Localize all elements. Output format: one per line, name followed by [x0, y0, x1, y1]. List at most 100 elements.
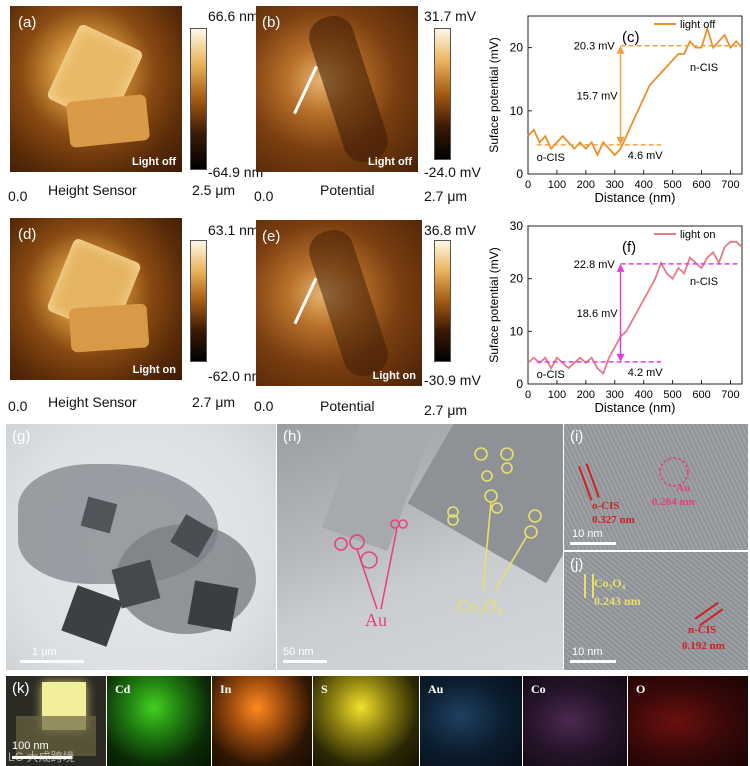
line-profile-marker: [293, 277, 318, 325]
plot-frame: [527, 225, 743, 385]
line-profile-marker: [293, 65, 318, 115]
scale-bar-label: 50 nm: [283, 646, 314, 658]
series-line: [527, 25, 743, 158]
top-level-label: 20.3 mV: [574, 41, 616, 53]
light-off-tag: Light off: [368, 156, 412, 168]
axis-end: 2.7 μm: [424, 188, 468, 204]
delta-label: 15.7 mV: [577, 90, 619, 102]
eds-map-s: S: [313, 676, 419, 766]
element-label-s: S: [321, 682, 328, 696]
eds-map-haadf: (k) 100 nm LC 大成跨境: [6, 676, 106, 766]
eds-map-in: In: [212, 676, 312, 766]
axis-start: 0.0: [8, 188, 28, 204]
au-label: Au: [676, 482, 691, 494]
x-tick-label: 400: [634, 179, 652, 191]
height-colorbar: [190, 28, 207, 170]
scale-bar: [12, 756, 72, 759]
scale-bar: [283, 660, 327, 663]
potential-colorbar: [434, 28, 451, 160]
ocis-spacing: 0.327 nm: [592, 514, 635, 526]
x-tick-label: 600: [692, 179, 710, 191]
scale-bar: [570, 542, 616, 545]
panel-label: (c): [622, 29, 640, 46]
ncis-spacing: 0.192 nm: [682, 640, 725, 652]
x-tick-label: 700: [721, 179, 739, 191]
crystal-shape: [68, 303, 150, 353]
element-label-co: Co: [531, 682, 546, 696]
scale-bar-label: 10 nm: [572, 646, 603, 658]
element-label-au: Au: [428, 682, 444, 696]
colorbar-min: -24.0 mV: [424, 164, 481, 180]
scale-bar-label: 100 nm: [12, 740, 49, 752]
eds-map-co: Co: [523, 676, 627, 766]
panel-label-b: (b): [262, 14, 281, 31]
delta-label: 18.6 mV: [577, 308, 619, 320]
element-label-o: O: [636, 682, 646, 696]
series-line: [527, 240, 743, 376]
plot-frame: [527, 15, 743, 175]
left-region-label: o-CIS: [537, 152, 565, 164]
au-marker: [659, 457, 689, 487]
axis-title: Potential: [320, 182, 375, 198]
delta-arrow-head-down: [616, 136, 625, 145]
right-region-label: n-CIS: [690, 276, 718, 288]
delta-arrow-head-up: [616, 263, 625, 272]
hrtem-image-j: Co₃O₄ 0.243 nm n-CIS 0.192 nm (j) 10 nm: [564, 552, 748, 670]
y-axis-label: Suface potential (mV): [487, 37, 501, 152]
colorbar-min: -62.0 nm: [208, 368, 264, 384]
x-tick-label: 100: [548, 179, 566, 191]
y-axis-label: Suface potential (mV): [487, 247, 501, 362]
y-tick-label: 20: [510, 41, 524, 55]
co3o4-spacing: 0.243 nm: [594, 594, 641, 608]
cube-particle: [61, 585, 123, 647]
bottom-level-label: 4.2 mV: [628, 367, 664, 379]
lattice-marker: [694, 601, 724, 627]
legend-label: light on: [680, 229, 715, 241]
ncis-label: n-CIS: [688, 624, 717, 636]
axis-end: 2.7 μm: [424, 402, 468, 418]
cube-particle: [187, 580, 239, 632]
axis-title: Height Sensor: [48, 394, 137, 410]
colorbar-min: -30.9 mV: [424, 372, 481, 388]
light-on-tag: Light on: [132, 364, 176, 376]
potential-shape: [303, 10, 394, 168]
lattice-marker: [584, 574, 594, 598]
right-region-label: n-CIS: [690, 62, 718, 74]
delta-arrow-head-up: [616, 45, 625, 54]
axis-title: Potential: [320, 398, 375, 414]
scale-bar-label: 10 nm: [572, 528, 603, 540]
ocis-label: o-CIS: [592, 500, 620, 512]
panel-label-j: (j): [570, 556, 584, 573]
crystal-shape: [65, 93, 151, 149]
afm-height-image-a: (a) Light off: [10, 6, 182, 172]
y-tick-label: 10: [510, 324, 524, 338]
particle-markers: [334, 447, 542, 610]
delta-arrow-head-down: [616, 353, 625, 362]
x-tick-label: 300: [606, 179, 624, 191]
panel-label-e: (e): [262, 228, 281, 245]
haadf-sheet: [16, 716, 96, 756]
watermark: LC 大成跨境: [8, 750, 75, 764]
axis-start: 0.0: [8, 398, 28, 414]
top-level-label: 22.8 mV: [574, 259, 616, 271]
panel-label-k: (k): [12, 680, 30, 697]
x-tick-label: 300: [606, 389, 624, 401]
hrtem-image-h: Au Co₃O₄ (h) 50 nm: [277, 424, 563, 670]
y-tick-label: 10: [510, 104, 524, 118]
left-region-label: o-CIS: [537, 369, 565, 381]
x-tick-label: 200: [577, 179, 595, 191]
panel-label: (f): [622, 239, 636, 256]
colorbar-max: 31.7 mV: [424, 8, 477, 24]
element-label-in: In: [220, 682, 232, 696]
bottom-level-label: 4.6 mV: [628, 150, 664, 162]
potential-colorbar: [434, 240, 451, 362]
panel-label-d: (d): [18, 226, 37, 243]
y-tick-label: 30: [510, 219, 524, 233]
panel-label-g: (g): [12, 428, 31, 445]
chart-f: 0 100 200 300 400 500 600 700 0 10 20 30 Distance (n…: [487, 219, 743, 415]
colorbar-max: 63.1 nm: [208, 222, 259, 238]
co3o4-label: Co₃O₄: [594, 576, 626, 590]
y-tick-label: 0: [516, 167, 523, 181]
x-axis-label: Distance (nm): [595, 190, 676, 205]
eds-map-au: Au: [420, 676, 522, 766]
